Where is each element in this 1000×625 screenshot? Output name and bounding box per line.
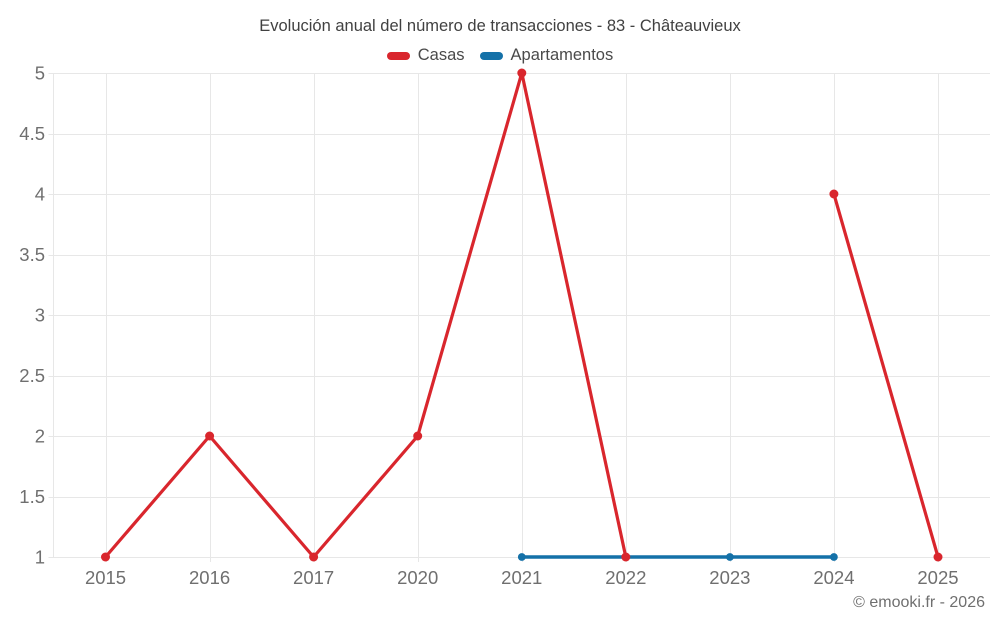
- x-axis-tick-label: 2021: [501, 567, 542, 588]
- x-axis-tick-label: 2020: [397, 567, 438, 588]
- y-axis-tick-label: 1.5: [19, 486, 45, 507]
- x-axis-tick-label: 2017: [293, 567, 334, 588]
- legend-item-casas[interactable]: Casas: [386, 46, 465, 65]
- data-point-apartamentos-2024: [830, 553, 838, 561]
- data-point-casas-2025: [933, 552, 943, 562]
- casas-series-swatch-icon: [386, 51, 410, 60]
- y-axis-tick-label: 4: [35, 184, 45, 205]
- data-point-casas-2017: [309, 552, 319, 562]
- y-axis-tick-label: 3: [35, 305, 45, 326]
- data-point-casas-2015: [101, 552, 110, 562]
- y-axis-tick-label: 1: [35, 547, 45, 568]
- x-axis-tick-label: 2016: [189, 567, 230, 588]
- data-point-casas-2022: [621, 552, 631, 562]
- data-point-casas-2016: [205, 431, 215, 441]
- y-axis-tick-label: 2.5: [19, 365, 45, 386]
- y-axis-tick-label: 3.5: [19, 244, 45, 265]
- apartamentos-series-swatch-icon: [479, 51, 503, 60]
- x-axis-tick-label: 2025: [917, 567, 958, 588]
- series-line-casas: [103, 71, 940, 559]
- y-axis-tick-label: 5: [35, 63, 45, 84]
- legend-label-casas: Casas: [417, 46, 465, 64]
- x-axis-tick-label: 2015: [85, 567, 126, 588]
- copyright-attribution: © emooki.fr - 2026: [853, 594, 985, 611]
- legend: Casas Apartamentos: [0, 46, 1000, 65]
- y-axis-tick-label: 2: [35, 426, 45, 447]
- legend-item-apartamentos[interactable]: Apartamentos: [479, 46, 614, 65]
- x-axis-tick-label: 2024: [813, 567, 854, 588]
- data-point-casas-2021: [517, 68, 527, 78]
- data-point-apartamentos-2023: [726, 553, 734, 561]
- x-axis-tick-label: 2022: [605, 567, 646, 588]
- y-axis-tick-label: 4.5: [19, 123, 45, 144]
- legend-label-apartamentos: Apartamentos: [510, 46, 614, 64]
- x-axis-tick-label: 2023: [709, 567, 750, 588]
- data-point-casas-2024: [829, 189, 839, 199]
- data-point-apartamentos-2021: [517, 553, 526, 561]
- data-point-casas-2020: [413, 431, 423, 441]
- chart-title: Evolución anual del número de transaccio…: [259, 17, 741, 35]
